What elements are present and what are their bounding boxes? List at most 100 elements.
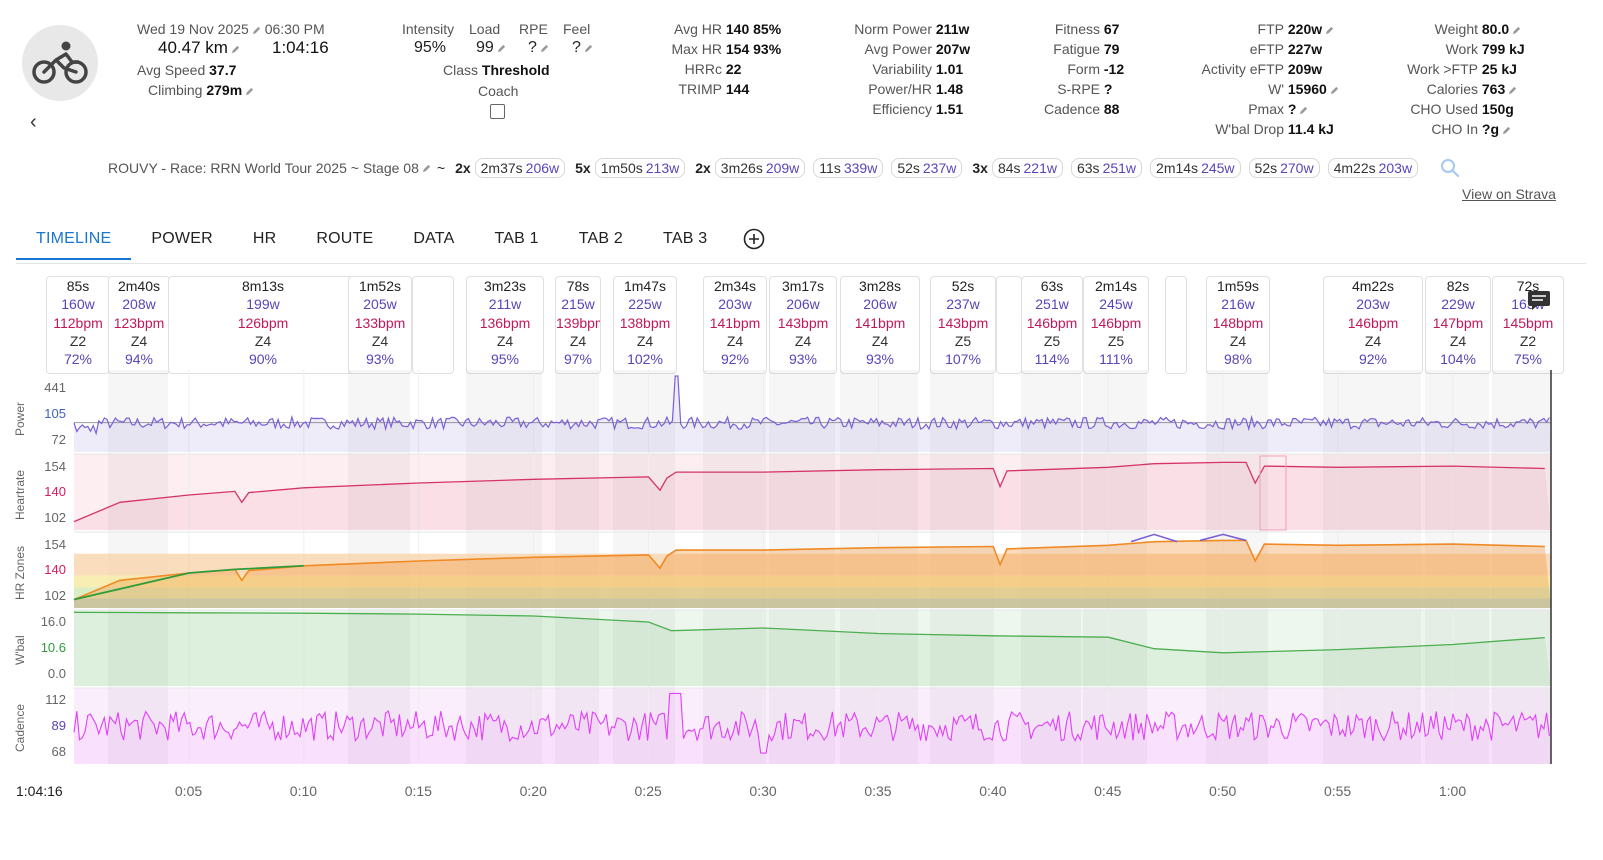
search-icon[interactable] bbox=[1440, 158, 1460, 178]
rpe-stat[interactable]: ? bbox=[528, 38, 549, 58]
interval-card[interactable]: 1m59s 216w 148bpm Z4 98% bbox=[1206, 276, 1270, 374]
x-tick-label: 0:20 bbox=[519, 783, 547, 799]
coach-checkbox[interactable] bbox=[490, 104, 505, 119]
chip-time: 84s bbox=[997, 160, 1021, 176]
edit-pencil-icon[interactable] bbox=[540, 44, 549, 53]
edit-pencil-icon[interactable] bbox=[497, 44, 506, 53]
edit-pencil-icon[interactable] bbox=[252, 26, 261, 35]
interval-card[interactable]: 2m40s 208w 123bpm Z4 94% bbox=[108, 276, 170, 374]
activity-date-time: Wed 19 Nov 2025 06:30 PM bbox=[137, 19, 325, 39]
interval-card[interactable]: 63s 251w 146bpm Z5 114% bbox=[1021, 276, 1083, 374]
class-stat: Class Threshold bbox=[443, 60, 550, 80]
interval-group-chip[interactable]: 84s 221w bbox=[991, 158, 1063, 178]
stat-label: Work bbox=[1445, 41, 1478, 57]
interval-card[interactable]: 3m23s 211w 136bpm Z4 95% bbox=[466, 276, 544, 374]
y-tick-label: 0.0 bbox=[47, 666, 66, 681]
interval-power: 203w bbox=[718, 296, 752, 313]
edit-pencil-icon[interactable] bbox=[1502, 126, 1511, 135]
hr-zone-low-line bbox=[73, 564, 304, 601]
interval-group-chip[interactable]: 63s 251w bbox=[1070, 158, 1143, 178]
interval-card[interactable]: 1m47s 225w 138bpm Z4 102% bbox=[613, 276, 677, 374]
interval-group-chip[interactable]: 2m37s 206w bbox=[474, 158, 566, 178]
chip-watts: 206w bbox=[525, 160, 560, 176]
tab-route[interactable]: ROUTE bbox=[316, 230, 374, 247]
interval-card[interactable]: 1m52s 205w 133bpm Z4 93% bbox=[348, 276, 412, 374]
interval-power: 215w bbox=[561, 296, 595, 313]
series-name-label: Power bbox=[13, 401, 27, 436]
notes-icon[interactable] bbox=[1526, 290, 1552, 310]
cadence-area bbox=[74, 693, 1551, 764]
interval-duration bbox=[1166, 277, 1186, 295]
interval-card[interactable]: 3m17s 206w 143bpm Z4 93% bbox=[769, 276, 837, 374]
edit-pencil-icon[interactable] bbox=[1512, 26, 1521, 35]
timeline-chart[interactable] bbox=[0, 370, 1603, 775]
tab-power[interactable]: POWER bbox=[151, 230, 213, 247]
interval-group-chip[interactable]: 52s 270w bbox=[1248, 158, 1320, 178]
interval-group-chip[interactable]: 1m50s 213w bbox=[594, 158, 686, 178]
feel-stat[interactable]: ? bbox=[572, 38, 593, 58]
interval-heartrate: 139bpm bbox=[556, 314, 600, 331]
interval-card[interactable]: 78s 215w139bpmZ4 97% bbox=[555, 276, 601, 374]
interval-heartrate: 141bpm bbox=[709, 314, 761, 331]
interval-card[interactable]: 85s 160w 112bpm Z2 72% bbox=[46, 276, 110, 374]
interval-card[interactable] bbox=[996, 276, 1022, 374]
interval-card[interactable]: 8m13s 199w 126bpm Z4 90% bbox=[168, 276, 358, 374]
stat-value: 144 bbox=[725, 81, 750, 97]
stat-value: 15960 bbox=[1287, 81, 1327, 97]
interval-zone: Z2 bbox=[1519, 332, 1537, 349]
tab-tab-2[interactable]: TAB 2 bbox=[578, 230, 624, 247]
edit-pencil-icon[interactable] bbox=[1508, 86, 1517, 95]
edit-pencil-icon[interactable] bbox=[1299, 106, 1308, 115]
interval-card[interactable]: 2m14s 245w 146bpm Z5 111% bbox=[1083, 276, 1149, 374]
chip-watts: 237w bbox=[922, 160, 957, 176]
interval-card[interactable] bbox=[1165, 276, 1187, 374]
stat-value: 763 bbox=[1481, 81, 1506, 97]
stat-value: 1.48 bbox=[935, 81, 964, 97]
tab-data[interactable]: DATA bbox=[413, 230, 455, 247]
edit-pencil-icon[interactable] bbox=[422, 164, 431, 173]
interval-group-chip[interactable]: 2m14s 245w bbox=[1150, 158, 1241, 178]
interval-group-chip[interactable]: 4m22s 203w bbox=[1327, 158, 1419, 178]
interval-duration: 8m13s bbox=[241, 278, 285, 294]
interval-card[interactable]: 4m22s 203w 146bpm Z4 92% bbox=[1323, 276, 1423, 374]
interval-card[interactable]: 72s 163w 145bpm Z2 75% bbox=[1492, 276, 1564, 374]
interval-card[interactable]: 82s 229w 147bpm Z4 104% bbox=[1425, 276, 1491, 374]
interval-zone: Z4 bbox=[254, 332, 272, 349]
tab-tab-3[interactable]: TAB 3 bbox=[663, 230, 708, 247]
interval-percent-ftp: 102% bbox=[627, 351, 663, 368]
add-tab-icon[interactable] bbox=[743, 228, 765, 250]
tab-timeline[interactable]: TIMELINE bbox=[16, 222, 132, 260]
view-on-strava-link[interactable]: View on Strava bbox=[1462, 186, 1556, 202]
edit-pencil-icon[interactable] bbox=[1330, 86, 1339, 95]
back-chevron-icon[interactable]: ‹ bbox=[30, 111, 37, 133]
interval-heartrate: 136bpm bbox=[479, 314, 531, 331]
interval-zone: Z5 bbox=[954, 332, 972, 349]
duration-stat: 1:04:16 bbox=[272, 38, 329, 58]
interval-card[interactable]: 2m34s 203w 141bpm Z4 92% bbox=[703, 276, 767, 374]
edit-pencil-icon[interactable] bbox=[245, 87, 254, 96]
edit-pencil-icon[interactable] bbox=[231, 45, 240, 54]
interval-group-chip[interactable]: 3m26s 209w bbox=[714, 158, 806, 178]
edit-pencil-icon[interactable] bbox=[584, 44, 593, 53]
tab-tab-1[interactable]: TAB 1 bbox=[494, 230, 539, 247]
interval-power bbox=[413, 295, 453, 313]
interval-group-chip[interactable]: 11s 339w bbox=[813, 158, 884, 178]
wbal-line bbox=[73, 611, 1545, 654]
interval-heartrate bbox=[997, 314, 1021, 332]
interval-percent-ftp: 111% bbox=[1099, 351, 1133, 368]
activity-name[interactable]: ROUVY - Race: RRN World Tour 2025 ~ Stag… bbox=[108, 160, 419, 176]
x-tick-label: 0:05 bbox=[174, 783, 203, 799]
edit-pencil-icon[interactable] bbox=[1325, 26, 1334, 35]
interval-zone: Z4 bbox=[130, 332, 148, 349]
interval-percent-ftp: 97% bbox=[563, 351, 593, 368]
interval-group-chip[interactable]: 52s 237w bbox=[891, 158, 963, 178]
interval-card[interactable] bbox=[412, 276, 454, 374]
interval-card[interactable]: 52s 237w 143bpm Z5 107% bbox=[930, 276, 996, 374]
chip-watts: 221w bbox=[1023, 160, 1057, 176]
interval-heartrate: 146bpm bbox=[1090, 314, 1142, 331]
interval-card[interactable]: 3m28s 206w 141bpm Z4 93% bbox=[840, 276, 920, 374]
tab-hr[interactable]: HR bbox=[252, 230, 277, 247]
y-tick-label: 441 bbox=[44, 380, 66, 395]
cadence-line bbox=[73, 692, 1550, 754]
interval-power: 225w bbox=[628, 296, 662, 313]
